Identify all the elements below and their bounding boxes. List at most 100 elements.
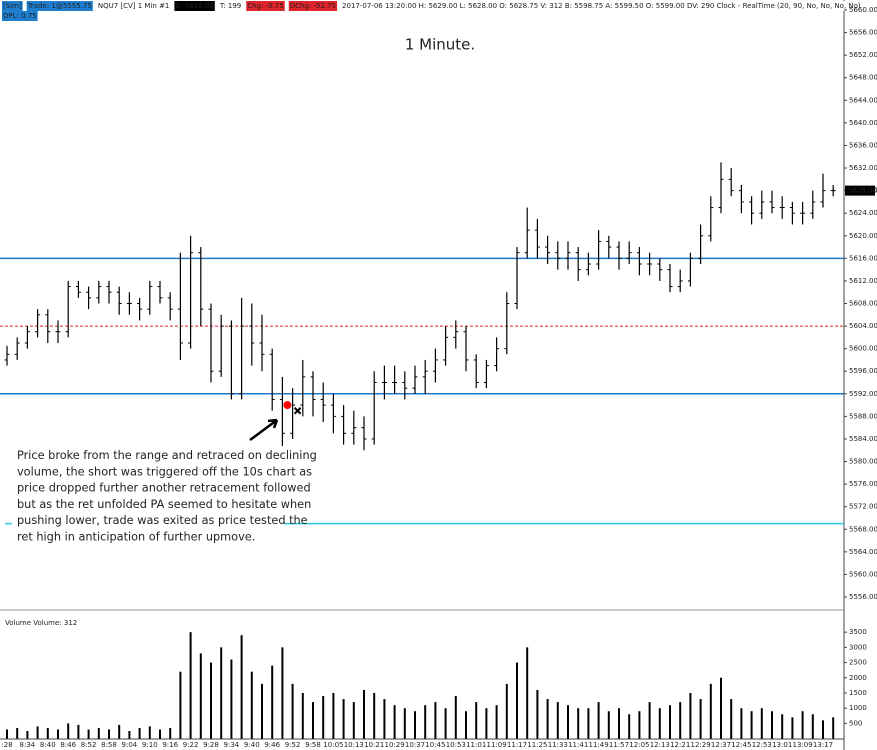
volume-bar xyxy=(240,635,243,739)
y-tick-label: 5616.00 xyxy=(849,254,877,262)
x-tick-label: 10:53 xyxy=(446,741,466,749)
volume-bar xyxy=(189,632,192,739)
volume-bar xyxy=(138,727,141,739)
x-tick-label: 8:46 xyxy=(60,741,76,749)
volume-bar xyxy=(332,692,335,739)
y-tick-label: 5632.00 xyxy=(849,164,877,172)
x-tick-label: 12:05 xyxy=(629,741,649,749)
x-tick-label: 13:17 xyxy=(813,741,833,749)
volume-bar xyxy=(6,729,8,739)
volume-bar xyxy=(118,724,121,739)
y-tick-label: 500 xyxy=(849,719,862,727)
volume-bar xyxy=(26,730,29,739)
x-tick-label: 12:53 xyxy=(752,741,772,749)
x-tick-label: 8:34 xyxy=(20,741,36,749)
x-tick-label: 12:45 xyxy=(731,741,751,749)
volume-bar xyxy=(128,730,131,739)
y-tick-label: 5556.00 xyxy=(849,593,877,601)
volume-bar xyxy=(648,702,651,739)
header-item: Chg: -0.75 xyxy=(247,2,283,10)
volume-bar xyxy=(791,717,794,739)
volume-bar xyxy=(179,671,182,739)
x-tick-label: 10:37 xyxy=(405,741,425,749)
x-tick-label: 12:29 xyxy=(691,741,711,749)
volume-bar xyxy=(220,647,223,739)
x-tick-label: 9:28 xyxy=(203,741,219,749)
volume-bar xyxy=(148,726,151,739)
volume-bar xyxy=(536,689,539,739)
y-tick-label: 5636.00 xyxy=(849,141,877,149)
header-bg xyxy=(341,1,862,11)
annotation-line: pushing lower, trade was exited as price… xyxy=(17,514,308,527)
volume-bar xyxy=(108,729,110,739)
y-tick-label: 2000 xyxy=(849,674,867,682)
volume-bar xyxy=(383,699,386,739)
y-tick-label: 5600.00 xyxy=(849,345,877,353)
volume-bar xyxy=(46,727,49,739)
y-tick-label: 5652.00 xyxy=(849,51,877,59)
volume-bar xyxy=(505,683,508,739)
volume-bar xyxy=(16,727,19,739)
last-price-label: 5628.00 xyxy=(848,187,877,195)
header-bg xyxy=(246,1,285,11)
header-item: [Sim] xyxy=(3,2,22,10)
volume-bar xyxy=(485,708,488,739)
y-tick-label: 5568.00 xyxy=(849,525,877,533)
volume-bar xyxy=(424,705,427,739)
y-tick-label: 5604.00 xyxy=(849,322,877,330)
x-tick-label: 8:58 xyxy=(101,741,117,749)
x-tick-label: 11:25 xyxy=(527,741,547,749)
volume-bar xyxy=(771,711,773,739)
volume-bar xyxy=(301,692,304,739)
volume-bar xyxy=(689,692,692,739)
y-tick-label: 5576.00 xyxy=(849,480,877,488)
volume-bar xyxy=(709,683,712,739)
volume-bar xyxy=(281,647,284,739)
header-item: DPL: 0.75 xyxy=(3,12,37,20)
y-tick-label: 5648.00 xyxy=(849,74,877,82)
header-bg xyxy=(2,11,38,21)
header-bg xyxy=(2,1,23,11)
volume-bar xyxy=(312,702,314,739)
y-tick-label: 5660.00 xyxy=(849,6,877,14)
y-tick-label: 5644.00 xyxy=(849,96,877,104)
x-tick-label: 8:40 xyxy=(40,741,56,749)
volume-bar xyxy=(577,708,580,739)
header-item: T: 199 xyxy=(219,2,241,10)
volume-bar xyxy=(373,692,376,739)
chart-title: 1 Minute. xyxy=(405,36,475,54)
volume-bar xyxy=(159,729,161,739)
y-tick-label: 5620.00 xyxy=(849,232,877,240)
volume-bar xyxy=(271,665,274,739)
y-tick-label: 5584.00 xyxy=(849,435,877,443)
volume-bar xyxy=(352,702,355,739)
volume-bar xyxy=(97,727,100,739)
annotation-line: but as the ret unfolded PA seemed to hes… xyxy=(17,498,311,511)
volume-bar xyxy=(730,699,733,739)
y-tick-label: 5640.00 xyxy=(849,119,877,127)
x-tick-label: 11:17 xyxy=(507,741,527,749)
volume-bar xyxy=(618,708,620,739)
volume-bar xyxy=(495,705,498,739)
header-bg xyxy=(218,1,243,11)
x-tick-label: 10:29 xyxy=(385,741,405,749)
y-tick-label: 1000 xyxy=(849,704,867,712)
x-tick-label: 9:04 xyxy=(122,741,138,749)
x-tick-label: 11:01 xyxy=(466,741,486,749)
volume-bar xyxy=(720,677,722,739)
header-bg xyxy=(96,1,171,11)
volume-bar xyxy=(607,711,610,739)
volume-bar xyxy=(414,711,416,739)
volume-bar xyxy=(628,714,631,739)
volume-bar xyxy=(57,729,59,739)
x-tick-label: 12:13 xyxy=(650,741,670,749)
x-tick-label: 10:13 xyxy=(344,741,364,749)
volume-bar xyxy=(261,683,263,739)
x-tick-label: 12:37 xyxy=(711,741,731,749)
volume-bar xyxy=(822,720,824,739)
volume-bar xyxy=(750,711,753,739)
y-tick-label: 5580.00 xyxy=(849,458,877,466)
x-tick-label: 9:52 xyxy=(285,741,301,749)
volume-bar xyxy=(699,699,702,739)
arrow xyxy=(249,418,279,442)
